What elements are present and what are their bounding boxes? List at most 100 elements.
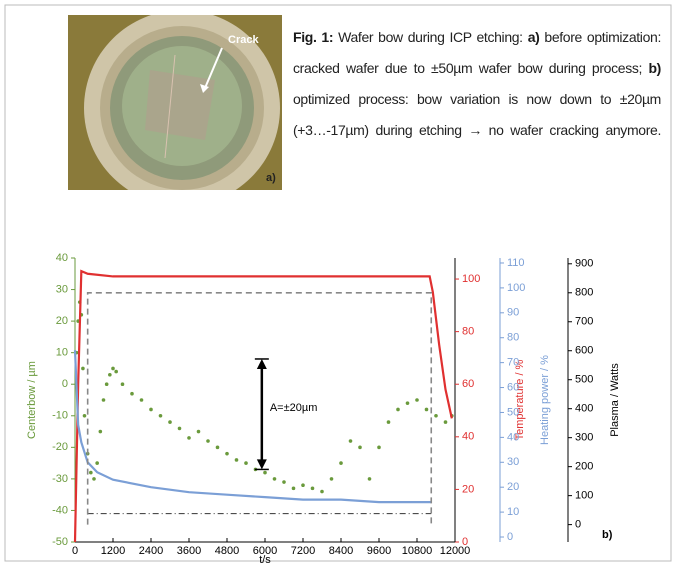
y2-tick-label: 0 (462, 536, 468, 548)
centerbow-point (329, 477, 334, 481)
centerbow-point (111, 366, 115, 371)
centerbow-point (244, 461, 248, 465)
y4-tick-label: 600 (575, 345, 593, 357)
centerbow-point (367, 477, 372, 481)
y2-tick-label: 20 (462, 483, 474, 495)
crack-arrow (204, 47, 223, 89)
figure-label: Fig. 1: (293, 29, 334, 45)
x-tick-label: 12000 (440, 545, 471, 557)
x-axis-label: t/s (259, 554, 271, 563)
y2-tick-label: 80 (462, 326, 474, 338)
x-tick-label: 7200 (291, 545, 315, 557)
y-tick-label: 0 (62, 378, 68, 390)
centerbow-point (415, 398, 419, 402)
y3-tick-label: 70 (507, 357, 519, 369)
centerbow-point (101, 398, 106, 402)
series-line (86, 291, 433, 525)
panel-b-label: b) (602, 529, 613, 541)
y-tick-label: -40 (52, 504, 68, 516)
caption: Fig. 1: Wafer bow during ICP etching: a)… (293, 22, 661, 146)
centerbow-point (82, 413, 87, 418)
centerbow-point (263, 470, 267, 475)
x-tick-label: 2400 (139, 545, 163, 557)
y-tick-label: 20 (56, 315, 68, 327)
crack-arrowhead (200, 84, 209, 93)
x-tick-label: 6000 (253, 545, 277, 557)
centerbow-point (139, 398, 144, 402)
x-tick-label: 9600 (367, 545, 391, 557)
centerbow-point (81, 366, 85, 371)
y3-tick-label: 40 (507, 431, 519, 443)
centerbow-point (92, 477, 96, 481)
y-tick-label: 30 (56, 283, 68, 295)
centerbow-point (348, 439, 353, 443)
crack-label: Crack (228, 34, 259, 46)
y3-tick-label: 30 (507, 456, 519, 468)
y3-tick-label: 10 (507, 506, 519, 518)
y4-tick-label: 900 (575, 258, 593, 270)
centerbow-point (282, 480, 286, 484)
centerbow-point (114, 369, 118, 374)
centerbow-point (291, 486, 296, 491)
photo (68, 15, 282, 190)
y2-tick-label: 100 (462, 273, 480, 285)
y-tick-label: -10 (52, 410, 68, 422)
y3-tick-label: 90 (507, 307, 519, 319)
y4-tick-label: 300 (575, 432, 593, 444)
centerbow-point (95, 461, 99, 465)
y-tick-label: -20 (52, 441, 68, 453)
y3-tick-label: 80 (507, 332, 519, 344)
panel-a-label: a) (266, 172, 276, 184)
y3-axis-label: Heating power / % (539, 355, 551, 445)
y4-tick-label: 700 (575, 316, 593, 328)
centerbow-point (196, 429, 201, 434)
centerbow-point (168, 420, 172, 424)
y3-tick-label: 110 (507, 257, 525, 269)
centerbow-point (320, 489, 324, 494)
y-tick-label: -50 (52, 536, 68, 548)
y3-tick-label: 50 (507, 406, 519, 418)
centerbow-point (177, 426, 182, 431)
series-line (73, 269, 453, 543)
centerbow-point (424, 407, 429, 412)
centerbow-point (434, 413, 438, 418)
centerbow-point (98, 429, 103, 434)
centerbow-point (358, 445, 362, 450)
caption-part-a: before optimization: cracked wafer due t… (293, 29, 661, 76)
y4-tick-label: 200 (575, 461, 593, 473)
chart: -50 -40 -30 -20 -10 0 10 20 30 40 Centerbow / µm 0 2… (26, 252, 621, 563)
centerbow-point (225, 451, 229, 456)
y-tick-label: -30 (52, 473, 68, 485)
x-tick-label: 4800 (215, 545, 239, 557)
y4-axis-label: Plasma / Watts (609, 363, 621, 437)
centerbow-point (206, 439, 210, 443)
annotation-label: A=±20µm (270, 402, 318, 414)
centerbow-point (272, 477, 277, 481)
x-tick-label: 1200 (101, 545, 125, 557)
centerbow-point (405, 401, 410, 405)
y4-tick-label: 0 (575, 519, 581, 531)
centerbow-point (149, 407, 153, 412)
centerbow-point (108, 372, 112, 377)
y3-tick-label: 20 (507, 481, 519, 493)
centerbow-point (158, 413, 163, 418)
x-tick-label: 0 (72, 545, 78, 557)
caption-intro: Wafer bow during ICP etching: (338, 29, 523, 45)
y-axis-label: Centerbow / µm (26, 361, 38, 439)
centerbow-point (377, 445, 381, 450)
centerbow-point (386, 420, 391, 424)
y4-tick-label: 800 (575, 287, 593, 299)
y3-tick-label: 0 (507, 531, 513, 543)
y4-tick-label: 400 (575, 403, 593, 415)
y-tick-label: 10 (56, 347, 68, 359)
series-line (73, 350, 432, 504)
y2-axis-label: Temperature / % (514, 359, 526, 440)
part-b-label: b) (648, 60, 661, 76)
centerbow-point (215, 445, 220, 450)
centerbow-point (234, 458, 239, 462)
centerbow-point (130, 391, 134, 396)
y3-tick-label: 60 (507, 381, 519, 393)
frame (4, 4, 672, 562)
caption-part-b: optimized process: bow variation is now … (293, 91, 661, 138)
